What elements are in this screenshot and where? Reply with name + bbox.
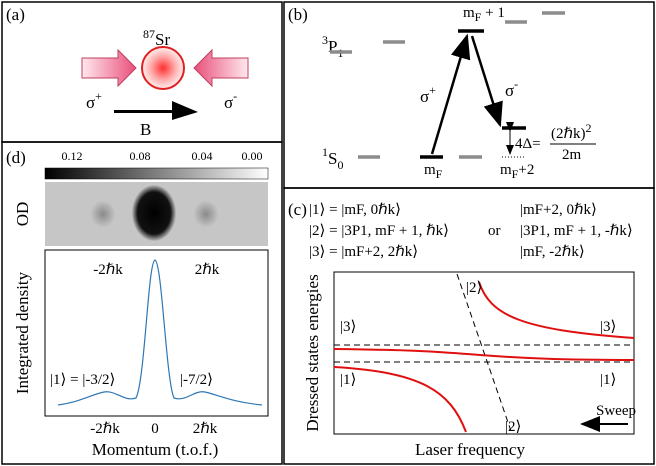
curve-label: |1⟩ [600,372,616,388]
y-axis-label: Dressed states energies [303,274,322,431]
page: body { margin: 0; background: #fff; } sv… [0,0,656,466]
field-arrow [114,101,198,120]
sigma-plus: σ+ [86,89,102,112]
x-tick-label: 2ℏk [193,421,218,437]
curve-label: |2⟩ [466,280,482,296]
base: m [500,162,512,178]
curve-label: |1⟩ [340,372,356,388]
dressed-curve [334,349,634,360]
sigma-plus: σ+ [420,83,436,106]
image-label: OD [13,202,32,227]
sup: 87 [143,27,155,41]
atom [142,47,184,89]
base: m [463,5,475,21]
base: (2ℏk) [551,126,586,142]
side-peak [193,200,219,228]
shift-numerator: (2ℏk)2 [551,121,592,142]
base: σ [224,93,233,112]
transition-arrow [472,36,500,125]
atom-label: 87Sr [143,27,170,49]
sup: - [514,77,518,91]
x-axis-label: Laser frequency [415,440,525,459]
field-label: B [140,120,151,139]
peak-label: 2ℏk [195,262,220,278]
shift-label: 4Δ= [515,136,541,152]
plot-frame [45,250,268,416]
laser-arrow [194,50,248,86]
shifted-level-label: mF+2 [500,162,534,181]
peak-label: -2ℏk [93,262,123,278]
sweep-label: Sweep [596,403,636,419]
sup: 2 [586,121,592,135]
base: σ [86,93,95,112]
upper-state: 3P1 [322,33,343,60]
panel-label: (a) [6,5,25,24]
colorbar-tick: 0.12 [62,149,83,163]
state: |1⟩ = |mF, 0ℏk⟩ [309,202,401,218]
colorbar-tick: 0.00 [242,149,263,163]
state: |3P1, mF + 1, -ℏk⟩ [520,223,633,239]
panel-label: (c) [288,200,307,219]
curve-label: |3⟩ [600,319,616,335]
sigma-minus: σ- [224,89,237,112]
x-tick-label: -2ℏk [90,421,120,437]
central-peak [132,185,176,241]
panel-label: (d) [6,148,26,167]
base: σ [505,81,514,100]
sub: F [436,167,443,181]
sub: 0 [337,158,343,172]
sup: - [233,89,237,103]
base: σ [420,87,429,106]
shift-denominator: 2m [562,147,582,163]
y-axis-label: Integrated density [13,271,32,394]
lower-state: 1S0 [322,145,343,172]
rest: +2 [518,162,534,178]
x-axis-label: Momentum (t.o.f.) [92,440,219,459]
panel-label: (b) [288,5,308,24]
curve-label: |2⟩ [505,419,521,435]
or-text: or [488,223,501,239]
figure: (a) 87Sr σ+ σ- B (b) 3P1 1S0 mF + 1 mF m… [0,0,656,466]
colorbar-tick: 0.04 [192,149,213,163]
base: m [424,162,436,178]
laser-arrow [82,50,136,86]
curve-label: |3⟩ [340,319,356,335]
annotation: |-7/2⟩ [180,372,213,388]
colorbar [45,168,268,179]
sup: + [95,89,102,103]
x-tick-label: 0 [151,421,159,437]
top-level-label: mF + 1 [463,5,505,24]
rest: + 1 [481,5,504,21]
state: |mF+2, 0ℏk⟩ [520,202,597,218]
transition-arrow [432,36,467,154]
base: S [328,149,337,168]
sup: + [429,83,436,97]
body: {"panels": { "a": {"label": "(a)", "atom… [0,0,656,466]
ground-level-label: mF [424,162,443,181]
colorbar-tick: 0.08 [130,149,151,163]
state: |mF, -2ℏk⟩ [520,244,585,260]
sigma-minus: σ- [505,77,518,100]
state: |2⟩ = |3P1, mF + 1, ℏk⟩ [309,223,449,239]
state: |3⟩ = |mF+2, 2ℏk⟩ [309,244,418,260]
annotation: |1⟩ = |-3/2⟩ [50,372,115,388]
side-peak [90,200,116,228]
